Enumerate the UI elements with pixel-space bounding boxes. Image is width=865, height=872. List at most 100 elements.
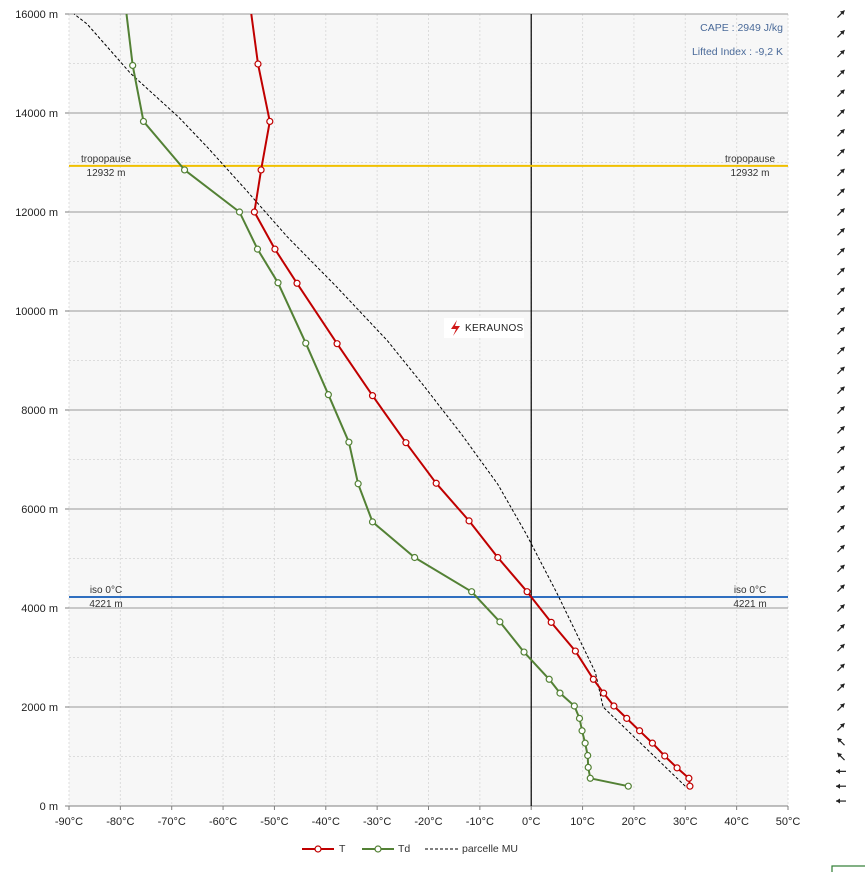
wind-barb	[837, 366, 845, 375]
data-point-t	[635, 727, 644, 735]
lifted-index-annotation: Lifted Index : -9,2 K	[692, 46, 783, 58]
wind-barb	[837, 247, 845, 256]
wind-barb-head	[836, 768, 840, 774]
wind-barb	[837, 326, 845, 335]
wind-barb-head	[839, 366, 845, 372]
data-point-t	[271, 245, 279, 253]
x-tick-label: -20°C	[414, 816, 442, 828]
y-tick-label: 16000 m	[15, 9, 58, 21]
wind-barb-head	[839, 525, 845, 530]
wind-barb	[837, 604, 845, 612]
wind-barb	[837, 69, 845, 78]
reference-lines: tropopause 12932 m tropopause 12932 m iso 0°…	[69, 154, 788, 610]
data-point-td	[575, 714, 584, 722]
wind-barb	[837, 89, 845, 98]
x-tick-label: 30°C	[673, 816, 698, 828]
y-tick-label: 2000 m	[21, 702, 58, 714]
data-point-td	[274, 279, 282, 287]
data-point-t	[402, 439, 410, 447]
data-point-td	[496, 618, 504, 626]
wind-barb	[837, 584, 845, 593]
logo-text: KERAUNOS	[465, 323, 524, 334]
wind-barb-head	[839, 644, 845, 649]
cape-annotation: CAPE : 2949 J/kg	[700, 22, 783, 34]
tropopause-label: tropopause	[81, 154, 131, 165]
wind-barb-head	[836, 783, 840, 789]
data-point-td	[520, 648, 528, 656]
wind-barb-head	[839, 584, 845, 590]
data-point-t	[368, 392, 377, 400]
wind-barb-head	[839, 267, 845, 273]
data-point-t	[589, 675, 597, 683]
wind-barb	[837, 287, 845, 296]
y-tick-label: 10000 m	[15, 306, 58, 318]
wind-barb-head	[839, 426, 845, 431]
wind-barb-head	[839, 663, 845, 669]
data-point-t	[600, 689, 608, 697]
wind-barb	[837, 406, 845, 414]
legend-t-label: T	[339, 843, 346, 855]
data-point-td	[578, 727, 586, 735]
wind-barb	[837, 10, 845, 18]
data-point-t	[293, 279, 301, 287]
wind-barb-head	[839, 505, 845, 511]
wind-barb-head	[839, 168, 845, 174]
wind-barb-head	[839, 465, 845, 471]
x-tick-label: 40°C	[724, 816, 749, 828]
wind-barb	[837, 425, 845, 434]
wind-barb	[837, 752, 845, 761]
wind-barb-head	[839, 208, 845, 214]
wind-barb-head	[839, 228, 845, 233]
wind-barb-head	[839, 564, 845, 570]
tropopause-value-label: 12932 m	[731, 168, 770, 179]
legend-parcel-label: parcelle MU	[462, 843, 518, 855]
data-point-td	[584, 751, 592, 760]
x-tick-label: 20°C	[622, 816, 647, 828]
x-tick-label: -70°C	[158, 816, 186, 828]
wind-barb-head	[839, 89, 845, 95]
wind-barb-head	[836, 798, 840, 804]
wind-barb	[837, 208, 845, 216]
x-tick-label: 50°C	[776, 816, 801, 828]
data-point-td	[586, 774, 594, 782]
wind-barb	[837, 128, 845, 137]
data-point-td	[324, 391, 332, 399]
data-point-t	[685, 774, 693, 782]
data-point-td	[581, 739, 589, 747]
keraunos-logo: KERAUNOS	[444, 318, 524, 338]
axes: -90°C -80°C -70°C -60°C -50°C -40°C -30°C -20°C…	[15, 9, 800, 828]
x-tick-label: -40°C	[312, 816, 340, 828]
wind-barb	[837, 564, 845, 573]
wind-barb-head	[839, 406, 845, 412]
data-point-td	[556, 689, 564, 697]
wind-barb-head	[839, 149, 845, 154]
wind-barb	[836, 768, 846, 774]
wind-barb-head	[839, 545, 845, 550]
data-point-td	[624, 782, 632, 790]
data-point-td	[468, 588, 476, 596]
data-point-td	[180, 166, 189, 174]
wind-barb	[837, 386, 845, 395]
series	[73, 13, 694, 790]
data-point-t	[623, 714, 631, 722]
data-point-td	[302, 339, 310, 347]
wind-barb-head	[839, 485, 845, 491]
x-tick-label: -30°C	[363, 816, 391, 828]
wind-barb	[836, 798, 846, 804]
wind-barb-head	[839, 624, 845, 629]
data-point-t	[254, 60, 262, 68]
y-tick-label: 12000 m	[15, 207, 58, 219]
data-point-td	[411, 553, 419, 562]
wind-barb	[837, 49, 845, 58]
wind-barb-head	[839, 347, 845, 352]
wind-barb	[837, 267, 845, 276]
data-point-t	[523, 588, 531, 596]
iso-zero-value-label: 4221 m	[89, 599, 122, 610]
x-tick-label: -10°C	[466, 816, 494, 828]
x-tick-label: -80°C	[106, 816, 134, 828]
x-tick-label: 0°C	[522, 816, 541, 828]
lightning-icon	[451, 320, 460, 336]
wind-barb-head	[839, 307, 845, 313]
wind-barb-head	[839, 50, 845, 55]
wind-barb-head	[839, 10, 845, 16]
